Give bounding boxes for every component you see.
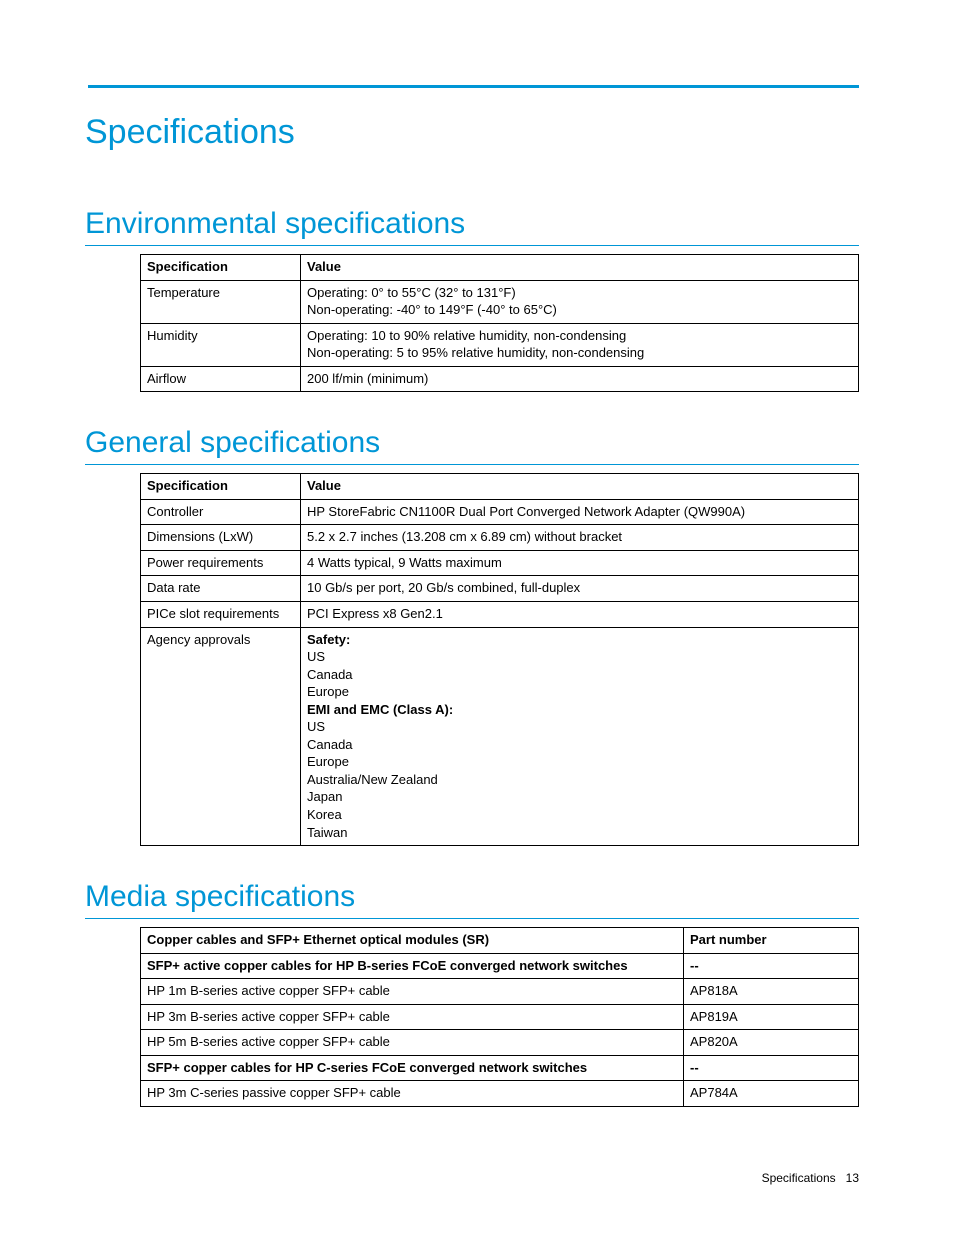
table-row: Airflow 200 lf/min (minimum) <box>141 366 859 392</box>
table-row: Power requirements 4 Watts typical, 9 Wa… <box>141 550 859 576</box>
page-footer: Specifications 13 <box>762 1171 859 1185</box>
spec-cell: PICe slot requirements <box>141 602 301 628</box>
part-cell: -- <box>684 953 859 979</box>
col-header-value: Value <box>301 255 859 281</box>
agency-item: Canada <box>307 737 353 752</box>
value-line: Operating: 10 to 90% relative humidity, … <box>307 328 626 343</box>
table-row: HP 1m B-series active copper SFP+ cable … <box>141 979 859 1005</box>
value-line: Non-operating: 5 to 95% relative humidit… <box>307 345 644 360</box>
spec-cell: Data rate <box>141 576 301 602</box>
agency-item: Canada <box>307 667 353 682</box>
table-row: Data rate 10 Gb/s per port, 20 Gb/s comb… <box>141 576 859 602</box>
table-row: HP 5m B-series active copper SFP+ cable … <box>141 1030 859 1056</box>
agency-item: Taiwan <box>307 825 347 840</box>
table-row: SFP+ active copper cables for HP B-serie… <box>141 953 859 979</box>
value-cell: 4 Watts typical, 9 Watts maximum <box>301 550 859 576</box>
agency-item: Europe <box>307 754 349 769</box>
col-header-desc: Copper cables and SFP+ Ethernet optical … <box>141 928 684 954</box>
spec-cell: Dimensions (LxW) <box>141 525 301 551</box>
agency-emi-label: EMI and EMC (Class A): <box>307 702 453 717</box>
agency-item: Europe <box>307 684 349 699</box>
col-header-spec: Specification <box>141 255 301 281</box>
value-cell: 200 lf/min (minimum) <box>301 366 859 392</box>
value-line: Operating: 0° to 55°C (32° to 131°F) <box>307 285 516 300</box>
desc-cell: SFP+ copper cables for HP C-series FCoE … <box>141 1055 684 1081</box>
table-row: Temperature Operating: 0° to 55°C (32° t… <box>141 280 859 323</box>
col-header-value: Value <box>301 474 859 500</box>
table-row: Humidity Operating: 10 to 90% relative h… <box>141 323 859 366</box>
value-line: Non-operating: -40° to 149°F (-40° to 65… <box>307 302 557 317</box>
agency-safety-label: Safety: <box>307 632 350 647</box>
table-row: Agency approvals Safety: US Canada Europ… <box>141 627 859 846</box>
desc-cell: HP 3m C-series passive copper SFP+ cable <box>141 1081 684 1107</box>
desc-cell: SFP+ active copper cables for HP B-serie… <box>141 953 684 979</box>
part-cell: AP820A <box>684 1030 859 1056</box>
part-cell: AP819A <box>684 1004 859 1030</box>
value-cell: 10 Gb/s per port, 20 Gb/s combined, full… <box>301 576 859 602</box>
footer-label: Specifications <box>762 1171 836 1185</box>
table-header-row: Specification Value <box>141 255 859 281</box>
col-header-part: Part number <box>684 928 859 954</box>
part-cell: AP784A <box>684 1081 859 1107</box>
top-accent-rule <box>88 85 859 88</box>
section-heading-environmental: Environmental specifications <box>85 207 859 246</box>
table-row: SFP+ copper cables for HP C-series FCoE … <box>141 1055 859 1081</box>
value-cell: Operating: 0° to 55°C (32° to 131°F) Non… <box>301 280 859 323</box>
spec-cell: Airflow <box>141 366 301 392</box>
chapter-title: Specifications <box>85 113 859 152</box>
agency-item: US <box>307 719 325 734</box>
value-cell: Operating: 10 to 90% relative humidity, … <box>301 323 859 366</box>
footer-page-number: 13 <box>846 1171 859 1185</box>
part-cell: AP818A <box>684 979 859 1005</box>
agency-item: US <box>307 649 325 664</box>
desc-cell: HP 5m B-series active copper SFP+ cable <box>141 1030 684 1056</box>
table-row: PICe slot requirements PCI Express x8 Ge… <box>141 602 859 628</box>
col-header-spec: Specification <box>141 474 301 500</box>
value-cell: 5.2 x 2.7 inches (13.208 cm x 6.89 cm) w… <box>301 525 859 551</box>
spec-cell: Agency approvals <box>141 627 301 846</box>
part-cell: -- <box>684 1055 859 1081</box>
section-heading-general: General specifications <box>85 426 859 465</box>
agency-item: Australia/New Zealand <box>307 772 438 787</box>
value-cell: Safety: US Canada Europe EMI and EMC (Cl… <box>301 627 859 846</box>
media-table: Copper cables and SFP+ Ethernet optical … <box>140 927 859 1107</box>
spec-cell: Power requirements <box>141 550 301 576</box>
general-table: Specification Value Controller HP StoreF… <box>140 473 859 846</box>
section-heading-media: Media specifications <box>85 880 859 919</box>
desc-cell: HP 1m B-series active copper SFP+ cable <box>141 979 684 1005</box>
spec-cell: Controller <box>141 499 301 525</box>
agency-item: Korea <box>307 807 342 822</box>
table-row: Dimensions (LxW) 5.2 x 2.7 inches (13.20… <box>141 525 859 551</box>
value-cell: PCI Express x8 Gen2.1 <box>301 602 859 628</box>
spec-cell: Temperature <box>141 280 301 323</box>
value-cell: HP StoreFabric CN1100R Dual Port Converg… <box>301 499 859 525</box>
desc-cell: HP 3m B-series active copper SFP+ cable <box>141 1004 684 1030</box>
table-header-row: Copper cables and SFP+ Ethernet optical … <box>141 928 859 954</box>
table-row: Controller HP StoreFabric CN1100R Dual P… <box>141 499 859 525</box>
table-row: HP 3m C-series passive copper SFP+ cable… <box>141 1081 859 1107</box>
table-row: HP 3m B-series active copper SFP+ cable … <box>141 1004 859 1030</box>
table-header-row: Specification Value <box>141 474 859 500</box>
spec-cell: Humidity <box>141 323 301 366</box>
agency-item: Japan <box>307 789 342 804</box>
environmental-table: Specification Value Temperature Operatin… <box>140 254 859 392</box>
